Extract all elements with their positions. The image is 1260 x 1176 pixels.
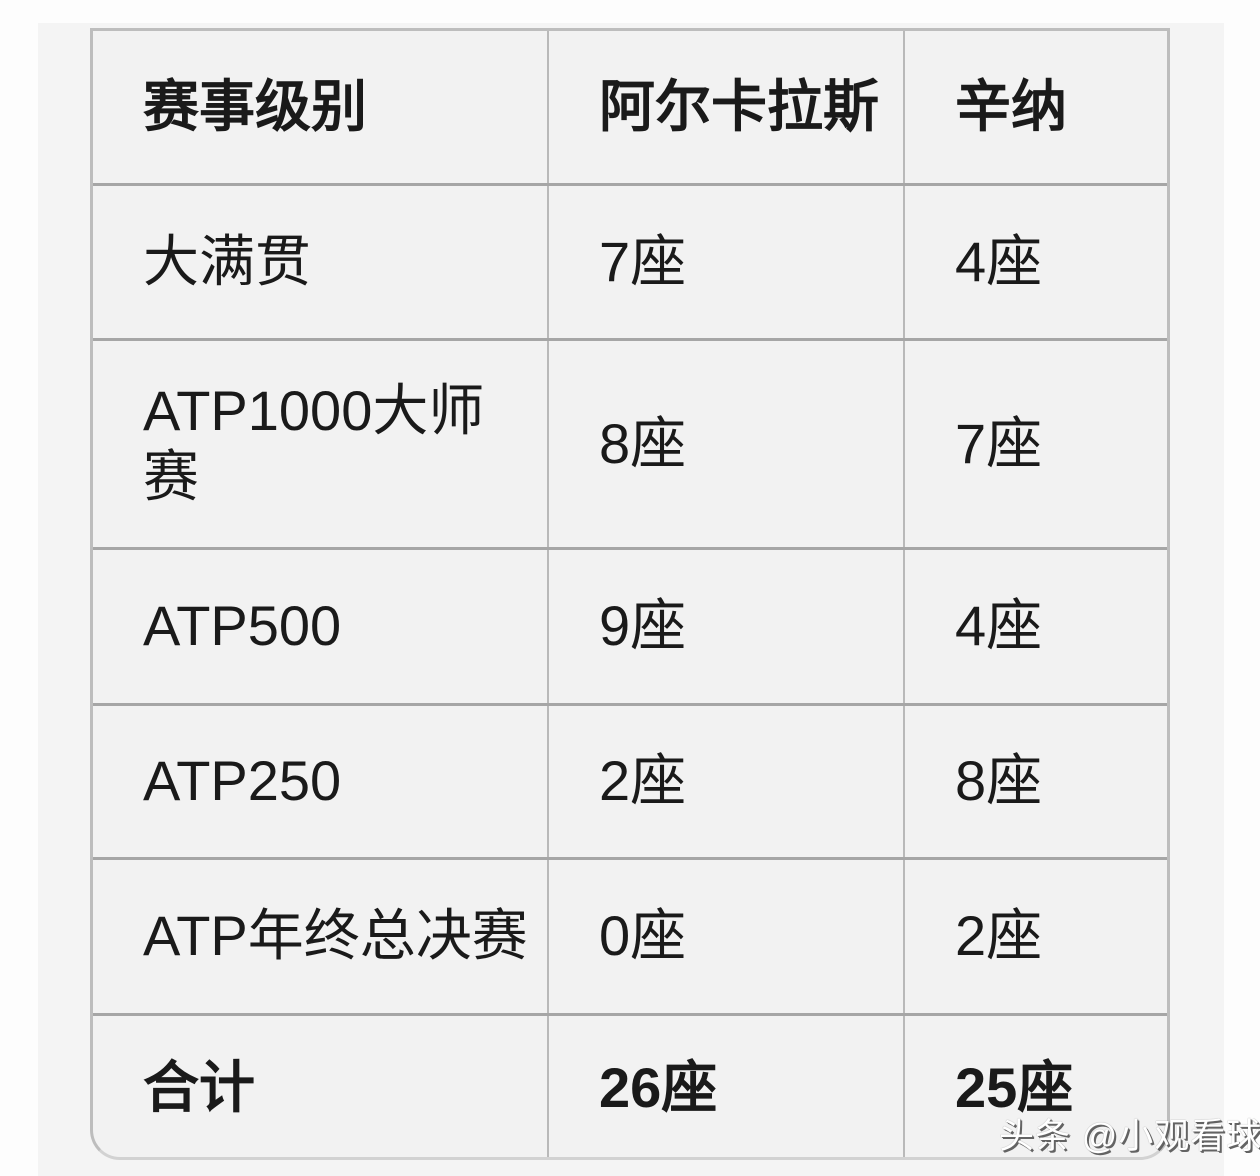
table-row-atp500: ATP500 9座 4座 [93,546,1167,704]
cell-sinner-value: 4座 [903,546,1167,704]
cell-total-sinner: 25座 [903,1012,1167,1157]
table-row-total: 合计 26座 25座 [93,1012,1167,1157]
cell-label: ATP年终总决赛 [93,856,548,1014]
table-row-atp1000: ATP1000大师赛 8座 7座 [93,337,1167,548]
header-cell-sinner: 辛纳 [903,31,1167,184]
cell-label: 大满贯 [93,182,548,339]
table-row-grand-slam: 大满贯 7座 4座 [93,182,1167,339]
header-cell-alcaraz: 阿尔卡拉斯 [547,31,904,184]
data-table: 赛事级别 阿尔卡拉斯 辛纳 大满贯 7座 4座 ATP1000大师赛 8座 7座… [93,31,1167,1157]
cell-total-label: 合计 [93,1012,548,1157]
titles-comparison-table: 赛事级别 阿尔卡拉斯 辛纳 大满贯 7座 4座 ATP1000大师赛 8座 7座… [90,28,1170,1160]
table-header-row: 赛事级别 阿尔卡拉斯 辛纳 [93,31,1167,184]
table-row-atp250: ATP250 2座 8座 [93,702,1167,858]
cell-sinner-value: 4座 [903,182,1167,339]
cell-alcaraz-value: 2座 [547,702,904,858]
header-cell-event-level: 赛事级别 [143,74,367,138]
cell-sinner-value: 7座 [903,337,1167,548]
table-row-atp-finals: ATP年终总决赛 0座 2座 [93,856,1167,1014]
cell-label: ATP1000大师赛 [93,337,548,548]
cell-alcaraz-value: 0座 [547,856,904,1014]
cell-alcaraz-value: 8座 [547,337,904,548]
toutiao-watermark: 头条 @小观看球 [999,1117,1260,1156]
cell-alcaraz-value: 7座 [547,182,904,339]
cell-label: ATP500 [93,546,548,704]
cell-alcaraz-value: 9座 [547,546,904,704]
cell-sinner-value: 2座 [903,856,1167,1014]
cell-label: ATP250 [93,702,548,858]
cell-total-alcaraz: 26座 [547,1012,904,1157]
cell-sinner-value: 8座 [903,702,1167,858]
